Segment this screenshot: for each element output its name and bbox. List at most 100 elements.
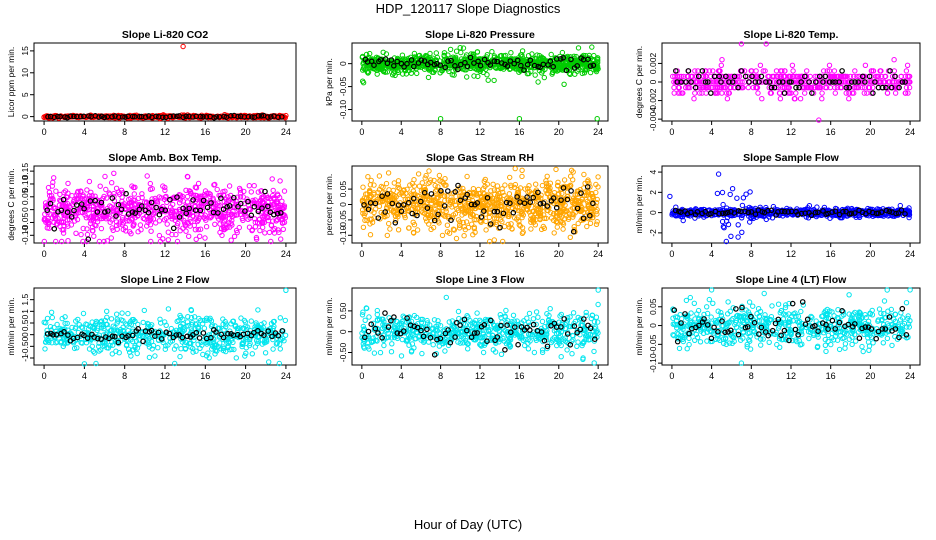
data-point-black xyxy=(836,79,843,85)
data-point-black xyxy=(798,79,805,85)
data-point xyxy=(889,73,896,80)
data-point-black xyxy=(390,63,397,69)
data-point xyxy=(421,210,428,217)
data-point-black xyxy=(277,210,284,216)
data-point-black xyxy=(215,210,221,216)
data-point xyxy=(693,79,699,85)
data-point xyxy=(111,170,117,177)
data-point xyxy=(278,236,284,242)
x-tick-label: 20 xyxy=(241,127,251,137)
x-tick-label: 16 xyxy=(826,249,836,259)
data-point-black xyxy=(101,114,108,121)
data-point xyxy=(261,213,268,220)
data-point xyxy=(97,183,103,189)
data-point-black xyxy=(231,194,237,201)
data-point xyxy=(486,199,492,205)
data-point xyxy=(228,237,234,243)
data-point xyxy=(831,68,838,74)
data-point xyxy=(512,181,519,188)
data-point-black xyxy=(78,201,85,207)
data-point xyxy=(164,221,170,227)
data-point xyxy=(454,206,460,212)
data-point xyxy=(384,232,390,239)
colored-points xyxy=(670,57,913,102)
data-point xyxy=(90,213,97,220)
data-point xyxy=(192,184,199,190)
data-point xyxy=(444,193,450,199)
data-point-black xyxy=(58,207,65,214)
data-point xyxy=(192,192,199,199)
data-point-black xyxy=(843,84,850,91)
data-point-black xyxy=(105,208,111,214)
data-point-black xyxy=(518,62,524,69)
data-point xyxy=(766,84,772,91)
data-point xyxy=(387,226,393,232)
data-point xyxy=(210,195,216,202)
data-point-black xyxy=(899,79,906,85)
data-point xyxy=(275,227,281,233)
data-point xyxy=(511,184,518,191)
data-point xyxy=(236,224,243,231)
data-point xyxy=(892,90,899,96)
data-point xyxy=(131,221,137,227)
data-point xyxy=(98,225,105,232)
data-point xyxy=(197,226,204,232)
data-point-black xyxy=(197,207,204,214)
data-point-black xyxy=(735,84,741,91)
data-point xyxy=(158,195,164,201)
data-point-black xyxy=(258,113,265,119)
data-point xyxy=(587,184,593,190)
data-point xyxy=(528,226,534,232)
data-point-black xyxy=(45,113,51,120)
data-point xyxy=(561,177,568,183)
data-point xyxy=(804,79,810,85)
data-point-black xyxy=(742,73,749,80)
data-point xyxy=(870,84,876,91)
data-point-black xyxy=(237,113,244,120)
data-point-black xyxy=(170,225,177,232)
y-tick-label: 15 xyxy=(20,46,30,56)
data-point xyxy=(84,231,91,238)
data-point-black xyxy=(112,113,118,119)
data-point xyxy=(383,65,389,71)
data-point xyxy=(363,51,370,58)
data-point xyxy=(360,80,367,86)
data-point xyxy=(42,217,49,223)
data-point xyxy=(547,180,553,186)
data-point xyxy=(692,90,698,96)
data-point xyxy=(234,229,240,236)
data-point xyxy=(127,199,133,206)
data-point-black xyxy=(278,114,285,120)
data-point xyxy=(91,233,97,239)
data-point xyxy=(467,211,473,217)
data-point xyxy=(169,213,176,220)
data-point xyxy=(473,213,480,220)
data-point xyxy=(208,210,214,216)
data-point xyxy=(252,197,258,203)
x-tick-label: 24 xyxy=(593,249,603,259)
data-point xyxy=(47,192,53,199)
data-point-black xyxy=(180,205,186,212)
y-axis-label: Licor ppm per min. xyxy=(6,47,16,117)
data-point xyxy=(481,178,487,185)
data-point xyxy=(675,84,682,91)
data-point xyxy=(185,174,191,180)
data-point-black xyxy=(109,114,115,120)
data-point xyxy=(270,227,276,233)
data-point xyxy=(226,183,233,189)
x-tick-label: 12 xyxy=(786,249,796,259)
x-tick-label: 16 xyxy=(200,127,210,137)
data-point xyxy=(461,224,467,230)
outlier-point xyxy=(516,116,523,122)
data-point xyxy=(814,204,820,210)
data-point xyxy=(587,69,594,76)
data-point xyxy=(376,203,383,210)
data-point xyxy=(203,224,210,230)
data-point xyxy=(702,84,709,91)
data-point xyxy=(160,236,166,242)
data-point xyxy=(884,90,891,96)
data-point xyxy=(561,81,567,88)
data-point xyxy=(223,225,229,232)
data-point xyxy=(763,216,769,223)
